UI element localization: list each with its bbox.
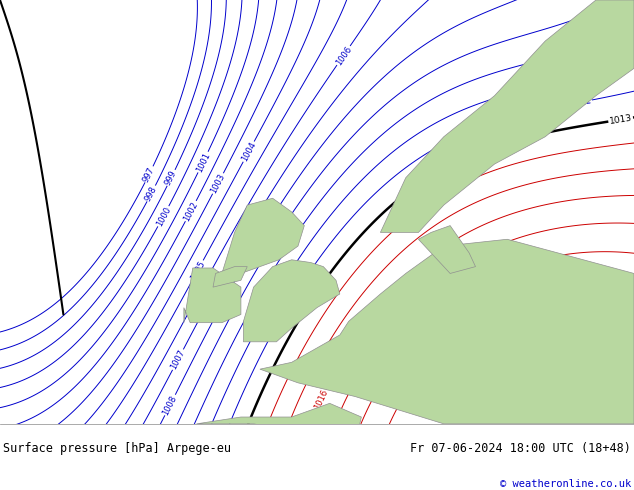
Text: 1018: 1018: [346, 431, 361, 454]
Text: 1012: 1012: [569, 96, 592, 109]
Polygon shape: [184, 268, 241, 323]
Polygon shape: [260, 239, 634, 424]
Text: 997: 997: [141, 165, 157, 183]
Text: 1015: 1015: [279, 417, 295, 440]
Text: 998: 998: [144, 184, 159, 202]
Text: Fr 07-06-2024 18:00 UTC (18+48): Fr 07-06-2024 18:00 UTC (18+48): [410, 442, 631, 455]
Polygon shape: [213, 267, 247, 287]
Text: 1008: 1008: [161, 393, 179, 416]
Polygon shape: [418, 225, 476, 273]
Text: 1007: 1007: [169, 348, 187, 371]
Polygon shape: [222, 198, 304, 273]
Text: 1019: 1019: [404, 369, 424, 392]
Polygon shape: [243, 260, 340, 342]
Text: 1016: 1016: [313, 388, 330, 411]
Polygon shape: [197, 403, 361, 444]
Text: 1003: 1003: [209, 172, 227, 195]
Text: 1013: 1013: [609, 113, 633, 126]
Text: 1002: 1002: [182, 199, 200, 222]
Text: 1009: 1009: [156, 440, 173, 462]
Text: 1000: 1000: [155, 205, 172, 228]
Polygon shape: [380, 0, 634, 232]
Text: 1006: 1006: [334, 44, 353, 67]
Text: 1005: 1005: [189, 259, 207, 282]
Text: 1017: 1017: [328, 409, 344, 432]
Text: Surface pressure [hPa] Arpege-eu: Surface pressure [hPa] Arpege-eu: [3, 442, 231, 455]
Text: 1001: 1001: [195, 151, 212, 173]
Text: 999: 999: [164, 169, 179, 187]
Text: 1010: 1010: [155, 483, 172, 490]
Text: 1004: 1004: [240, 140, 257, 163]
Text: © weatheronline.co.uk: © weatheronline.co.uk: [500, 479, 631, 489]
